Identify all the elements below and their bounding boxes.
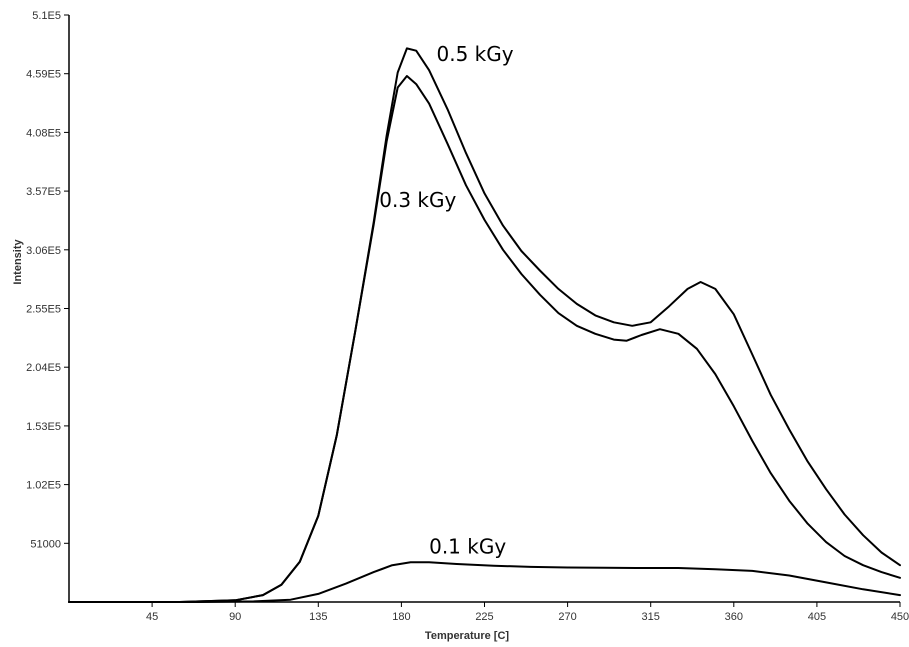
- y-tick-labels: 51000 1.02E5 1.53E5 2.04E5 2.55E5 3.06E5 3.57E…: [26, 10, 61, 550]
- x-tick-label: 270: [558, 611, 576, 623]
- series-line: [68, 561, 901, 603]
- x-tick-label: 135: [309, 611, 327, 623]
- y-tick-label: 4.59E5: [26, 69, 61, 81]
- x-tick-label: 360: [725, 611, 743, 623]
- y-tick-label: 2.55E5: [26, 304, 61, 316]
- series-label: 0.1 kGy: [429, 535, 506, 559]
- axis-ticks: [64, 14, 901, 607]
- x-tick-label: 90: [229, 611, 241, 623]
- y-tick-label: 1.02E5: [26, 480, 61, 492]
- x-tick-label: 180: [392, 611, 410, 623]
- series-label: 0.3 kGy: [379, 188, 456, 212]
- y-tick-label: 3.57E5: [26, 186, 61, 198]
- y-tick-label: 4.08E5: [26, 127, 61, 139]
- y-tick-label: 1.53E5: [26, 421, 61, 433]
- y-tick-label: 5.1E5: [32, 10, 61, 22]
- x-tick-label: 45: [146, 611, 158, 623]
- series-lines: [68, 47, 901, 603]
- x-tick-label: 405: [808, 611, 826, 623]
- x-tick-label: 315: [642, 611, 660, 623]
- x-axis-title: Temperature [C]: [425, 630, 509, 642]
- series-line: [68, 75, 901, 603]
- y-tick-label: 3.06E5: [26, 245, 61, 257]
- series-labels: 0.5 kGy 0.3 kGy 0.1 kGy: [379, 42, 513, 559]
- series-label: 0.5 kGy: [436, 42, 513, 66]
- x-tick-labels: 45 90 135 180 225 270 315 360 405 450: [146, 611, 909, 623]
- x-tick-label: 450: [891, 611, 909, 623]
- y-tick-label: 2.04E5: [26, 362, 61, 374]
- y-tick-label: 51000: [30, 538, 61, 550]
- series-line: [68, 47, 901, 603]
- y-axis-title: Intensity: [12, 239, 24, 285]
- x-tick-label: 225: [475, 611, 493, 623]
